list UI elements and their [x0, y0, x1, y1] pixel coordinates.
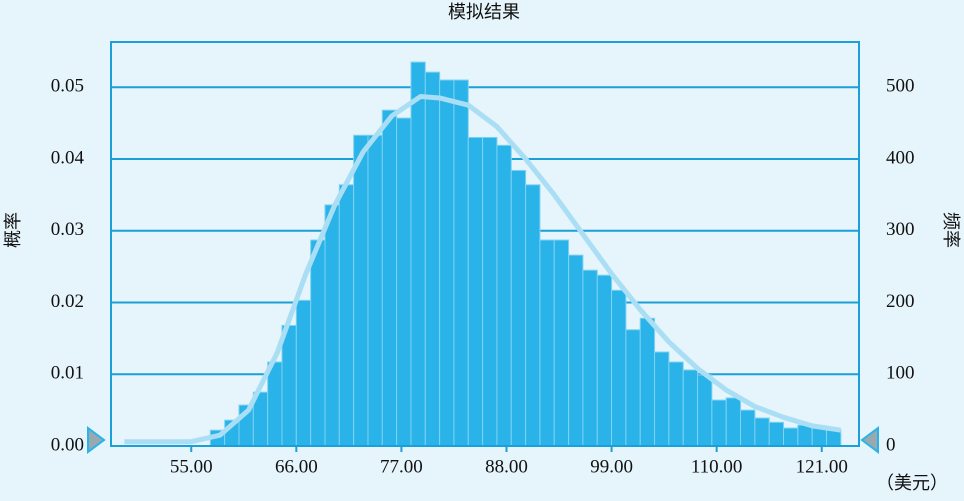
x-tick-label: 66.00: [275, 456, 318, 477]
bar: [639, 317, 656, 447]
bar: [826, 429, 842, 447]
bar: [682, 369, 699, 447]
y2-tick-label: 0: [886, 434, 896, 455]
bar: [740, 409, 756, 447]
bar: [453, 79, 469, 447]
x-tick-label: 88.00: [485, 456, 528, 477]
x-tick-label: 99.00: [590, 456, 633, 477]
y-tick-label: 0.05: [51, 76, 84, 97]
y2-tick-label: 200: [886, 291, 915, 312]
bar: [697, 374, 713, 447]
bar: [553, 239, 570, 447]
bar: [768, 421, 785, 447]
plot-frame: [110, 41, 860, 447]
x-tick-label: 77.00: [380, 456, 423, 477]
bar: [711, 399, 727, 447]
x-tick-label: 110.00: [691, 456, 743, 477]
y2-axis-label: 频率: [940, 212, 961, 248]
chart-title: 模拟结果: [448, 2, 520, 23]
bar: [439, 79, 455, 447]
bar: [353, 134, 369, 447]
bar: [725, 397, 742, 447]
y2-tick-label: 300: [886, 219, 915, 240]
bar: [367, 134, 383, 447]
x-tick-label: 55.00: [170, 456, 213, 477]
y2-tick-label: 500: [886, 76, 915, 97]
bar: [281, 324, 297, 447]
x-tick-label: 121.00: [796, 456, 848, 477]
y-tick-label: 0.04: [51, 147, 85, 168]
y2-tick-label: 400: [886, 147, 915, 168]
bar: [754, 417, 770, 447]
bar: [596, 274, 613, 447]
y-tick-label: 0.02: [51, 291, 84, 312]
bar: [424, 71, 441, 447]
bar: [310, 239, 326, 447]
bar: [295, 299, 312, 447]
bar: [510, 169, 527, 447]
bar: [668, 361, 684, 447]
right-marker: [860, 426, 879, 454]
bar: [783, 427, 799, 447]
bar: [381, 109, 398, 447]
bar: [525, 184, 541, 447]
left-marker: [87, 426, 106, 454]
bar: [568, 254, 584, 447]
bar: [467, 136, 484, 447]
bar: [654, 351, 670, 447]
bar: [797, 424, 813, 447]
bar: [582, 269, 598, 447]
y-tick-label: 0.03: [51, 219, 84, 240]
y-tick-label: 0.00: [51, 434, 84, 455]
y-tick-label: 0.01: [51, 363, 84, 384]
bar: [496, 144, 512, 447]
x-unit-label: （美元）: [876, 473, 948, 494]
bar: [611, 289, 627, 447]
bar: [482, 136, 498, 447]
bar: [410, 61, 426, 447]
y2-tick-label: 100: [886, 363, 915, 384]
bar: [625, 329, 641, 447]
bar: [324, 204, 340, 447]
bar: [267, 361, 283, 447]
fit-curve: [124, 94, 842, 445]
y-axis-label: 概率: [3, 212, 24, 248]
bar: [539, 239, 555, 447]
bar: [396, 117, 412, 447]
bar: [338, 184, 355, 447]
